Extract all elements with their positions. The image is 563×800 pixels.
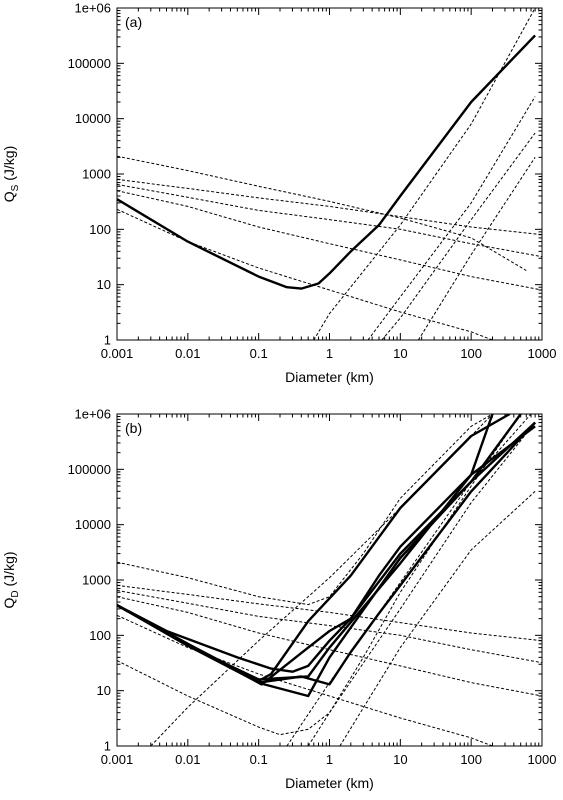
y-tick-label: 10	[97, 683, 111, 698]
y-tick-label: 1e+06	[74, 1, 111, 16]
x-tick-label: 0.1	[250, 752, 268, 767]
dashed-curve-2	[117, 589, 542, 664]
x-tick-label: 1000	[528, 346, 557, 361]
y-tick-label: 1e+06	[74, 407, 111, 422]
dashed-curve-8	[307, 422, 536, 746]
thick-curve-9	[117, 34, 536, 290]
x-tick-label: 10	[393, 752, 407, 767]
dashed-curve-1	[117, 584, 542, 642]
x-tick-label: 10	[393, 346, 407, 361]
x-tick-label: 0.001	[101, 752, 134, 767]
y-axis-label-main: Q	[1, 598, 17, 609]
dashed-curve-1	[117, 178, 542, 236]
dashed-curve-6	[150, 414, 493, 746]
dashed-curve-0	[117, 414, 493, 606]
x-tick-label: 100	[460, 752, 482, 767]
y-tick-label: 1	[104, 333, 111, 348]
series-group	[117, 8, 542, 340]
x-tick-label: 0.01	[175, 752, 200, 767]
x-tick-label: 0.1	[250, 346, 268, 361]
thick-curve-13	[117, 421, 536, 698]
y-axis-label-suffix: (J/kg)	[1, 146, 17, 185]
thick-curve-15	[117, 421, 536, 686]
x-tick-label: 0.001	[101, 346, 134, 361]
y-tick-label: 100	[89, 222, 111, 237]
dashed-curve-7	[381, 132, 536, 340]
dashed-curve-4	[117, 614, 493, 746]
y-tick-label: 10	[97, 277, 111, 292]
x-tick-label: 0.01	[175, 346, 200, 361]
y-tick-label: 100000	[68, 462, 111, 477]
panel-label: (a)	[125, 14, 142, 30]
panel-b: 0.001 0.01 0.1 1 10 100 1000 1 10 100 1000 10000 100…	[1, 407, 556, 792]
thick-curve-12	[117, 414, 522, 686]
dashed-curve-3	[117, 190, 542, 291]
y-axis-label: QD (J/kg)	[1, 551, 21, 608]
y-tick-label: 100000	[68, 56, 111, 71]
y-axis-label: QS (J/kg)	[1, 146, 21, 202]
dashed-curve-9	[339, 491, 536, 746]
y-axis-label-suffix: (J/kg)	[1, 551, 17, 590]
dashed-curve-3	[117, 596, 542, 697]
dashed-curve-6	[367, 96, 536, 340]
y-tick-label: 1	[104, 739, 111, 754]
x-axis-label: Diameter (km)	[285, 775, 374, 791]
dashed-curve-5	[313, 8, 536, 340]
series-group	[117, 414, 542, 746]
thick-curve-11	[117, 414, 511, 683]
dashed-curve-8	[417, 157, 536, 340]
y-axis-label-main: Q	[1, 191, 17, 202]
x-tick-label: 100	[460, 346, 482, 361]
y-axis-label-sub: D	[10, 590, 21, 597]
panel-label: (b)	[125, 420, 142, 436]
x-axis-label: Diameter (km)	[285, 369, 374, 385]
dashed-curve-0	[117, 155, 527, 271]
thick-curve-10	[117, 414, 494, 673]
y-tick-label: 100	[89, 628, 111, 643]
y-tick-label: 1000	[82, 573, 111, 588]
y-tick-label: 10000	[75, 111, 111, 126]
dashed-curve-7	[286, 414, 532, 746]
x-tick-label: 1	[326, 346, 333, 361]
x-tick-label: 1000	[528, 752, 557, 767]
y-axis-label-sub: S	[10, 184, 21, 191]
dashed-curve-2	[117, 183, 542, 258]
x-tick-label: 1	[326, 752, 333, 767]
y-tick-label: 10000	[75, 517, 111, 532]
panel-a: 0.001 0.01 0.1 1 10 100 1000 1 10 100 1000 10000 100…	[1, 1, 556, 386]
dashed-curve-5	[117, 414, 522, 736]
y-tick-label: 1000	[82, 167, 111, 182]
dashed-curve-4	[117, 208, 493, 340]
